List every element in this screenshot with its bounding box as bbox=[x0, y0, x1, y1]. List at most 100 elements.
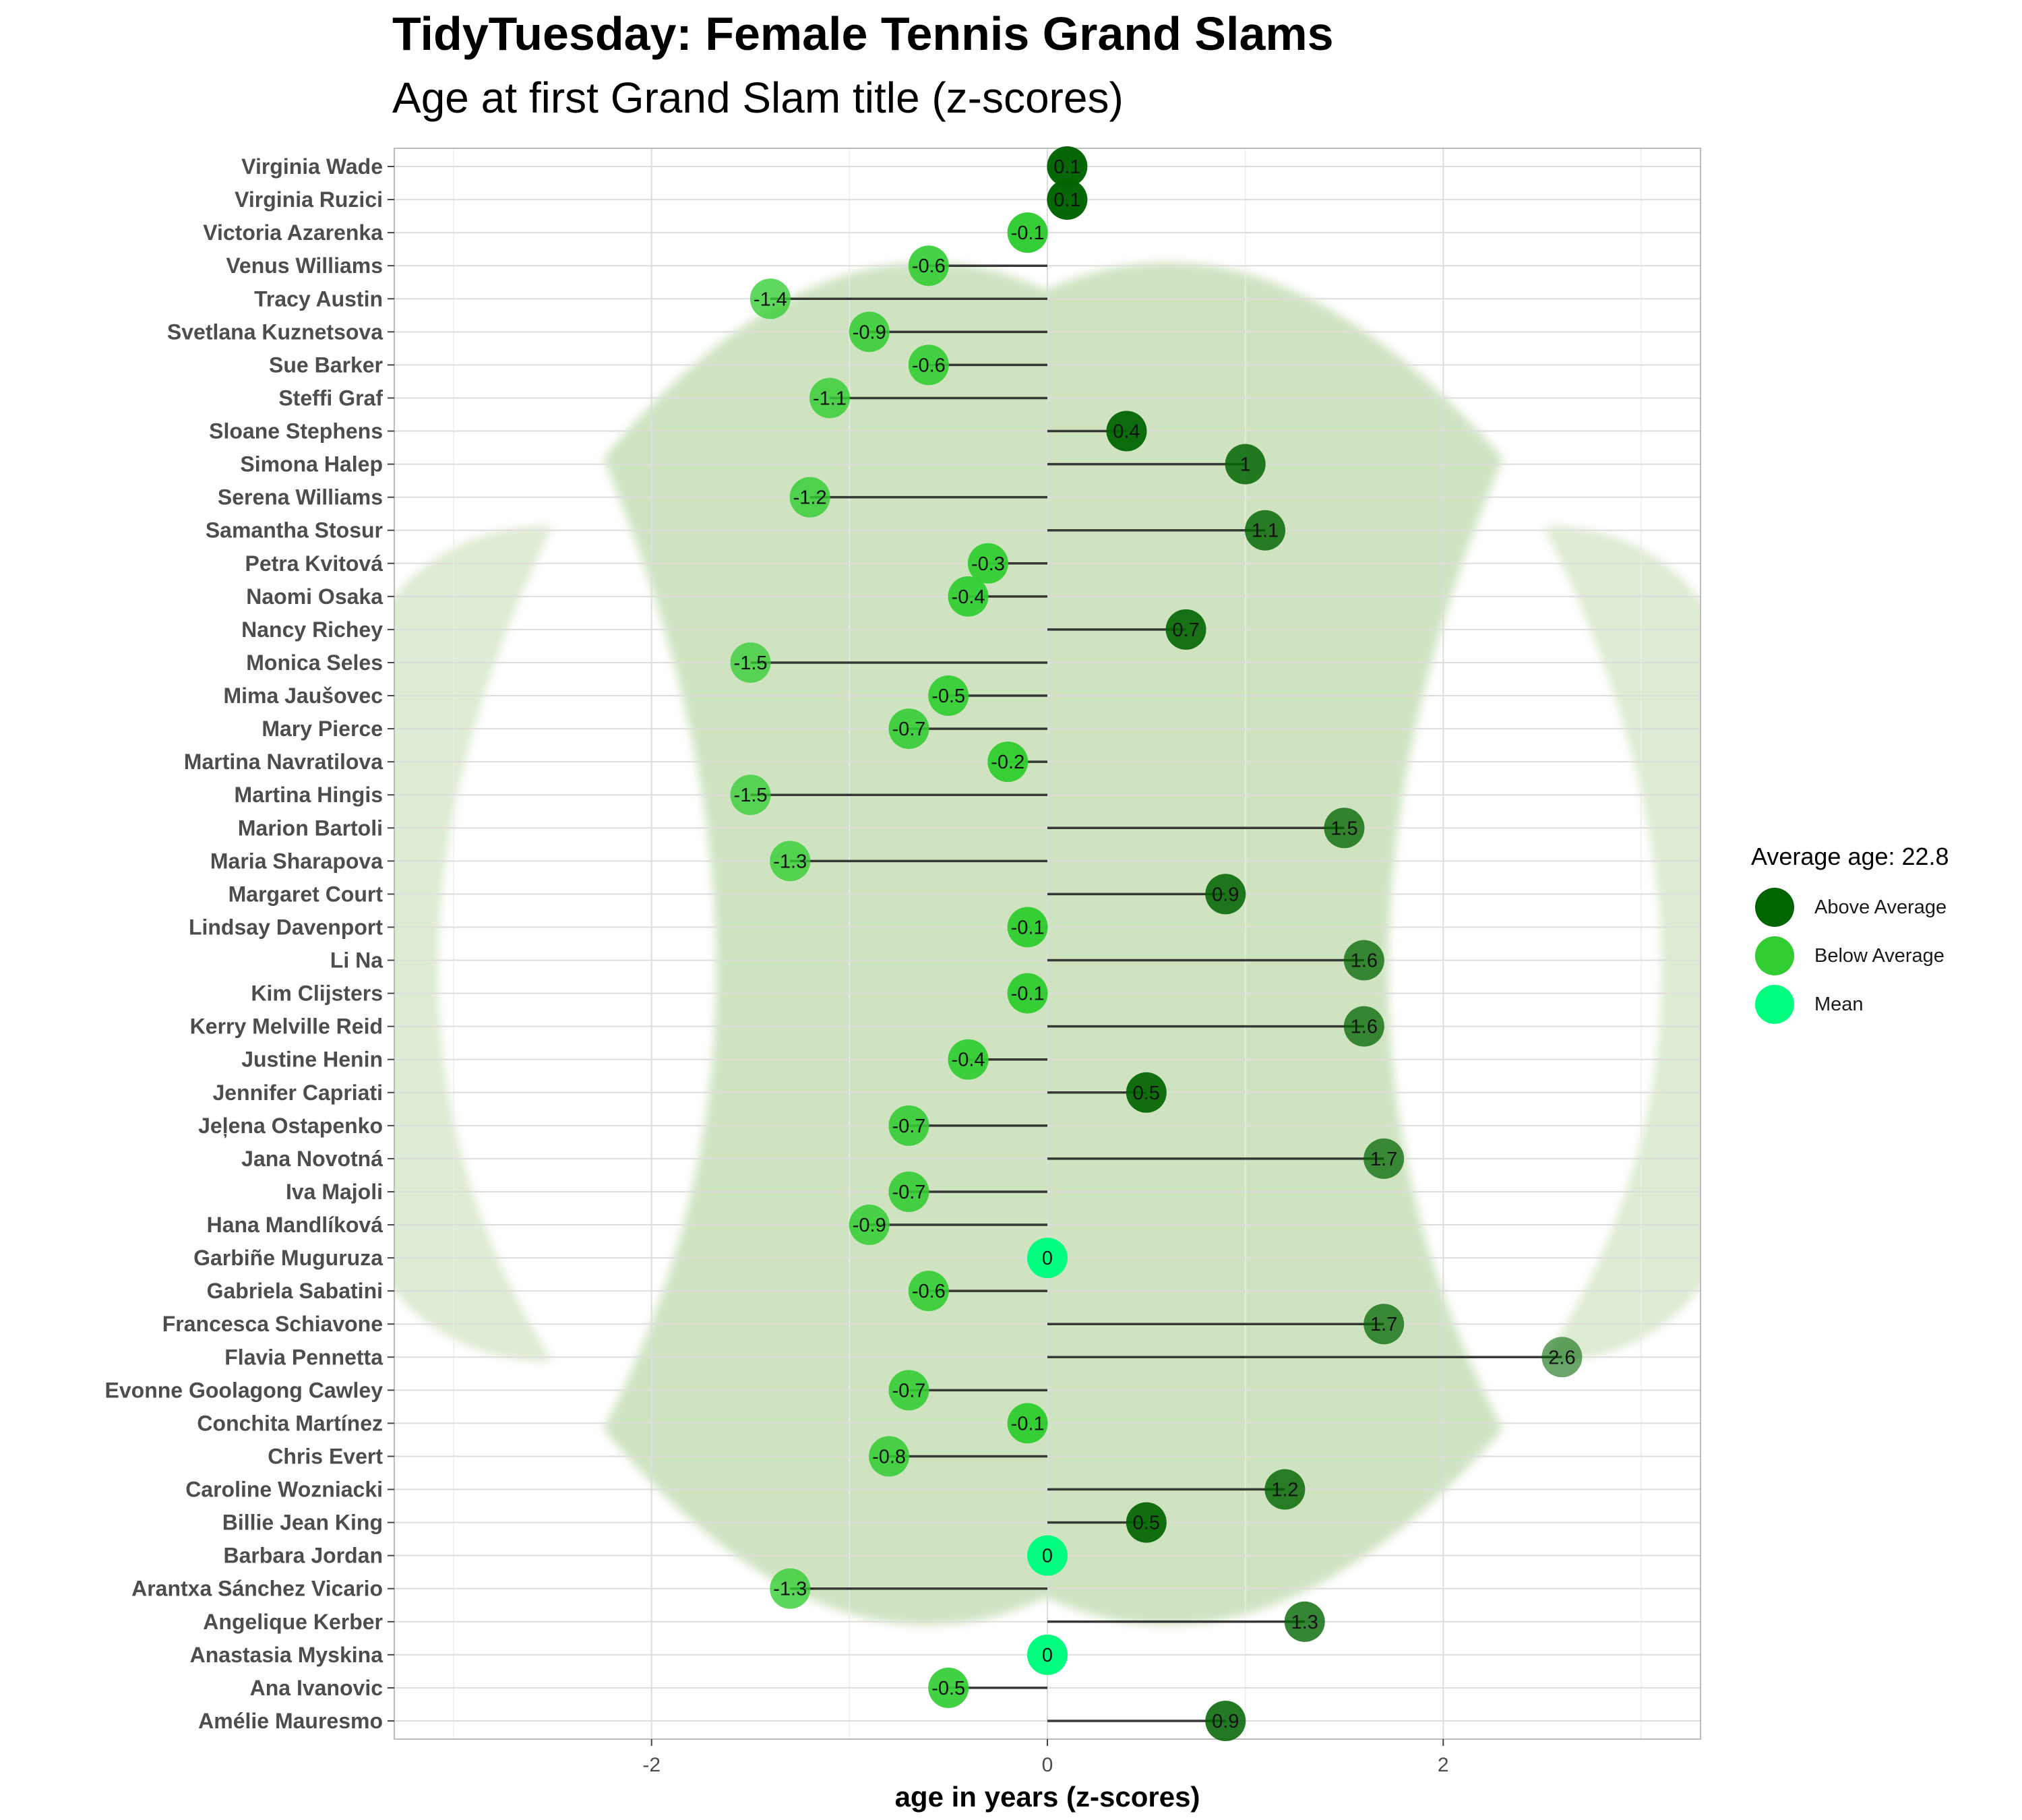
y-tick-label: Lindsay Davenport bbox=[189, 915, 383, 939]
dot bbox=[908, 344, 949, 386]
data-label: -0.7 bbox=[892, 1182, 925, 1203]
dot bbox=[1364, 1138, 1405, 1179]
data-label: -0.1 bbox=[1011, 1413, 1045, 1434]
data-label: -1.5 bbox=[734, 653, 768, 674]
data-label: -0.4 bbox=[952, 586, 985, 608]
chart-subtitle: Age at first Grand Slam title (z-scores) bbox=[392, 73, 1124, 122]
dot bbox=[1343, 1006, 1384, 1047]
y-tick-label: Garbiñe Muguruza bbox=[193, 1246, 383, 1270]
y-tick-label: Iva Majoli bbox=[286, 1180, 383, 1204]
y-tick-label: Sue Barker bbox=[269, 353, 383, 377]
dot bbox=[1047, 179, 1088, 220]
dot bbox=[1284, 1601, 1325, 1642]
y-tick-label: Victoria Azarenka bbox=[203, 220, 383, 245]
lollipop-dots bbox=[730, 146, 1583, 1741]
y-tick-label: Mima Jaušovec bbox=[223, 684, 383, 708]
dot bbox=[1126, 1072, 1167, 1113]
y-tick-label: Angelique Kerber bbox=[203, 1610, 383, 1634]
y-tick-label: Flavia Pennetta bbox=[224, 1345, 383, 1369]
y-tick-label: Jennifer Capriati bbox=[212, 1081, 383, 1105]
dot bbox=[948, 576, 989, 617]
data-label: -0.1 bbox=[1011, 983, 1045, 1005]
data-label: -0.4 bbox=[952, 1050, 985, 1071]
y-tick-label: Monica Seles bbox=[246, 650, 383, 675]
dot bbox=[888, 1171, 929, 1212]
y-tick-label: Gabriela Sabatini bbox=[207, 1279, 383, 1303]
dot bbox=[928, 675, 969, 717]
data-label: 0.9 bbox=[1212, 1711, 1239, 1732]
y-tick-label: Martina Hingis bbox=[235, 783, 383, 807]
dot bbox=[967, 543, 1008, 584]
y-tick-label: Mary Pierce bbox=[262, 717, 383, 741]
dot bbox=[1027, 1634, 1068, 1675]
y-tick-label: Svetlana Kuznetsova bbox=[167, 320, 383, 344]
data-label: 0.5 bbox=[1133, 1513, 1160, 1534]
dot bbox=[849, 311, 890, 353]
dot bbox=[730, 642, 771, 683]
dot bbox=[1007, 907, 1048, 948]
data-label: 0.7 bbox=[1172, 619, 1199, 641]
y-tick-label: Serena Williams bbox=[218, 485, 383, 510]
data-label: 1.2 bbox=[1271, 1480, 1298, 1501]
y-axis-labels: Virginia Wade Virginia Ruzici Victoria Aza… bbox=[105, 154, 384, 1733]
dot bbox=[1364, 1304, 1405, 1345]
data-label: 0 bbox=[1042, 1546, 1053, 1567]
y-tick-label: Venus Williams bbox=[226, 253, 383, 278]
data-label: 0 bbox=[1042, 1248, 1053, 1269]
data-label: 1 bbox=[1240, 454, 1251, 476]
y-tick-label: Jana Novotná bbox=[241, 1147, 383, 1171]
dot bbox=[770, 841, 811, 882]
dot bbox=[928, 1667, 969, 1708]
y-tick-label: Evonne Goolagong Cawley bbox=[105, 1378, 384, 1402]
data-label: 1.3 bbox=[1291, 1612, 1318, 1633]
y-tick-label: Marion Bartoli bbox=[238, 816, 383, 840]
data-label: -0.5 bbox=[931, 1678, 965, 1699]
y-tick-label: Petra Kvitová bbox=[245, 551, 383, 576]
legend-key-below bbox=[1755, 936, 1794, 975]
data-label: 1.5 bbox=[1330, 818, 1357, 839]
dot bbox=[789, 477, 830, 518]
dot bbox=[1245, 510, 1285, 551]
axis-ticks bbox=[388, 166, 1444, 1746]
y-tick-label: Kerry Melville Reid bbox=[190, 1014, 383, 1039]
data-label: 0 bbox=[1042, 1645, 1053, 1666]
data-label: -0.6 bbox=[912, 1281, 946, 1302]
y-tick-label: Virginia Wade bbox=[241, 154, 383, 179]
legend-item-below: Below Average bbox=[1751, 932, 1949, 980]
data-label: 1.1 bbox=[1252, 520, 1279, 542]
dot bbox=[908, 245, 949, 286]
y-tick-label: Naomi Osaka bbox=[246, 584, 383, 609]
data-label: -0.1 bbox=[1011, 222, 1045, 244]
dot bbox=[948, 1039, 989, 1080]
dot bbox=[1165, 609, 1206, 650]
data-label: 0.9 bbox=[1212, 884, 1239, 905]
data-label: 0.1 bbox=[1053, 189, 1080, 211]
legend-key-above bbox=[1755, 888, 1794, 927]
y-tick-label: Amélie Mauresmo bbox=[198, 1709, 383, 1733]
legend-key-mean bbox=[1755, 985, 1794, 1024]
dot bbox=[1205, 1701, 1246, 1741]
data-label: -1.2 bbox=[793, 487, 827, 509]
x-tick-label: 0 bbox=[1042, 1754, 1053, 1776]
y-tick-label: Simona Halep bbox=[240, 452, 383, 477]
dot bbox=[770, 1568, 811, 1609]
dot bbox=[1126, 1502, 1167, 1543]
dot bbox=[1343, 940, 1384, 981]
y-tick-label: Steffi Graf bbox=[278, 386, 383, 410]
legend-item-above: Above Average bbox=[1751, 883, 1949, 932]
dot bbox=[809, 377, 850, 419]
y-tick-label: Justine Henin bbox=[241, 1048, 383, 1072]
y-tick-label: Billie Jean King bbox=[222, 1511, 383, 1535]
x-axis-labels: -2 0 2 bbox=[642, 1754, 1448, 1776]
data-label: -1.3 bbox=[773, 1579, 807, 1600]
data-label: -1.1 bbox=[813, 388, 847, 409]
data-label: -0.2 bbox=[991, 752, 1024, 773]
y-tick-label: Margaret Court bbox=[228, 882, 384, 906]
dot bbox=[987, 741, 1029, 783]
data-label: -0.3 bbox=[971, 553, 1005, 575]
y-tick-label: Sloane Stephens bbox=[209, 419, 383, 444]
data-label: -0.7 bbox=[892, 1116, 925, 1137]
dot bbox=[908, 1271, 949, 1312]
dot bbox=[1324, 808, 1365, 849]
dot bbox=[1047, 146, 1088, 187]
